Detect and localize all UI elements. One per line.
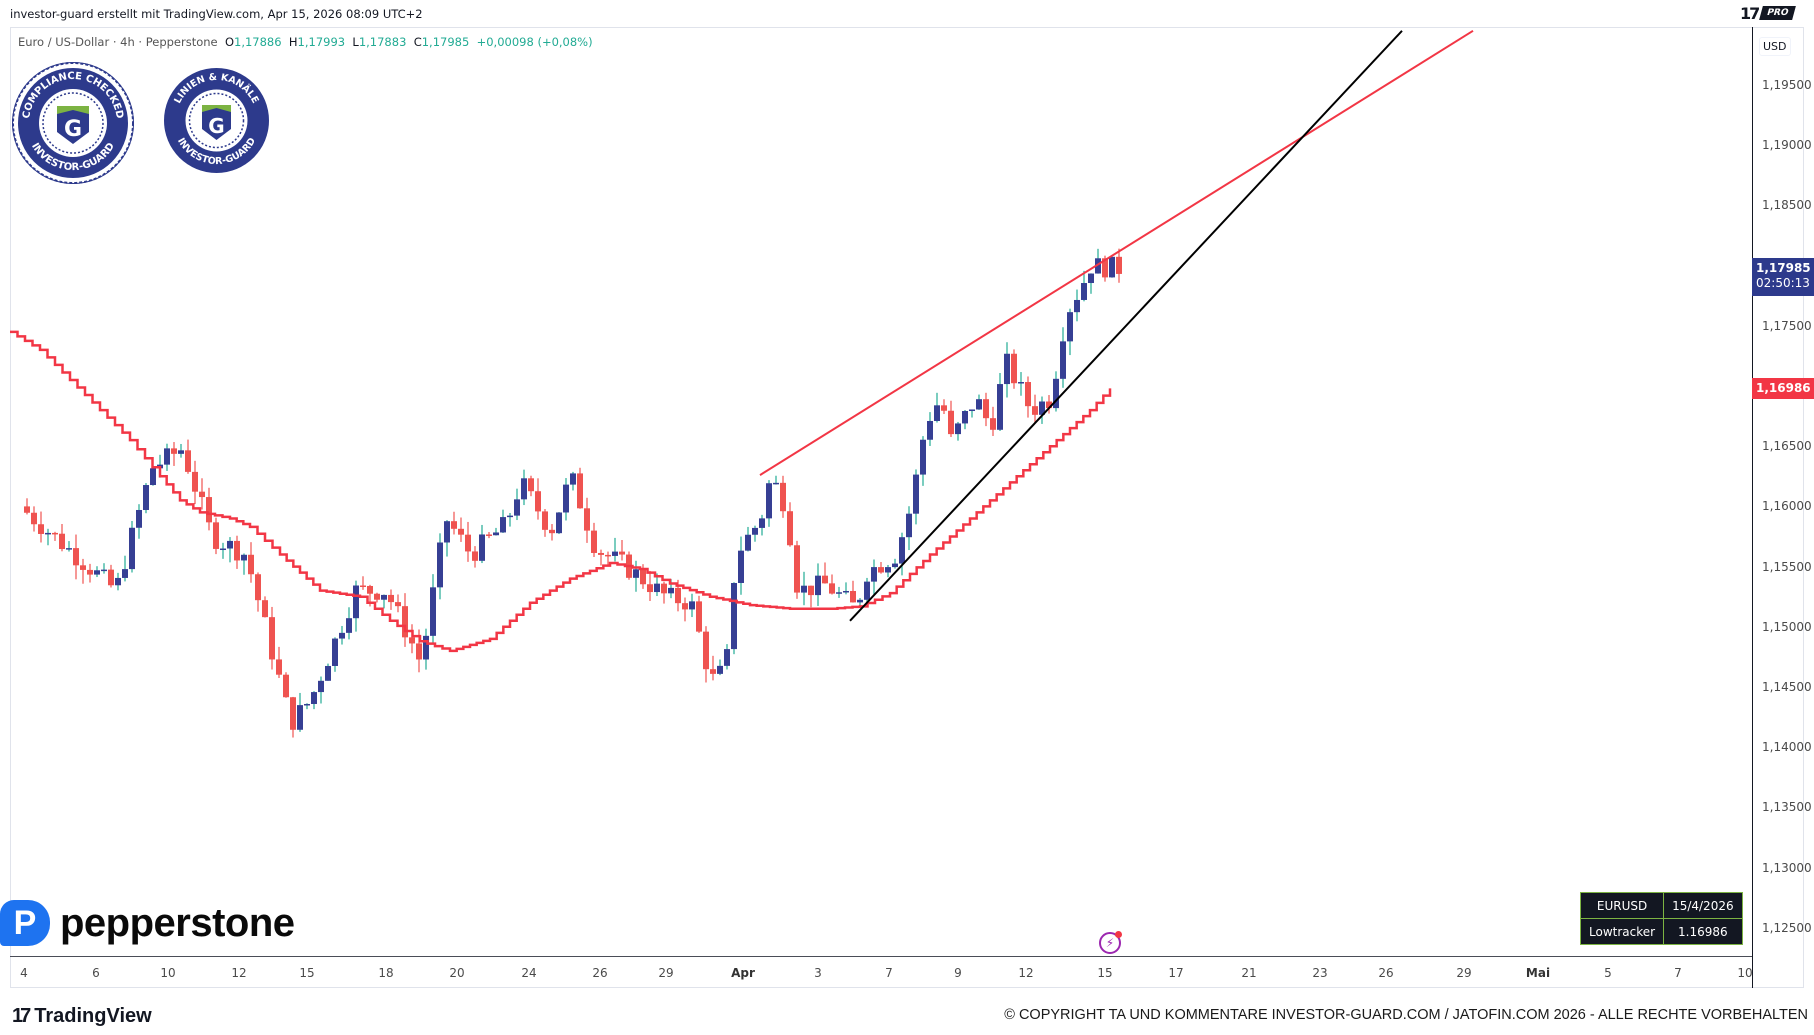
time-label: 3 — [814, 966, 822, 980]
last-price-value: 1,17985 — [1756, 261, 1811, 275]
info-date: 15/4/2026 — [1663, 892, 1743, 919]
time-label: 7 — [1674, 966, 1682, 980]
chart-frame — [10, 27, 1804, 988]
time-label: 15 — [1097, 966, 1113, 980]
high-label: H — [288, 35, 298, 49]
currency-unit-button[interactable]: USD — [1759, 37, 1791, 56]
tradingview-pro-logo: 17 PRO — [1740, 3, 1797, 23]
price-axis[interactable]: USD 1,19500 1,19000 1,18500 1,17500 1,16500 1… — [1752, 27, 1814, 988]
price-tick: 1,15500 — [1762, 559, 1812, 574]
symbol-title: Euro / US-Dollar · 4h · Pepperstone — [18, 35, 218, 49]
time-label: 23 — [1312, 966, 1328, 980]
badge-ring-icon: LINIEN & KANÄLE INVESTOR-GUARD G — [164, 68, 269, 173]
tradingview-logo-icon: 17 — [1740, 3, 1760, 23]
price-tick: 1,12500 — [1762, 920, 1812, 935]
time-label: 17 — [1168, 966, 1184, 980]
tradingview-logo-icon: 17 — [12, 1005, 31, 1027]
time-label: 29 — [658, 966, 674, 980]
chart-credit: investor-guard erstellt mit TradingView.… — [10, 7, 423, 21]
svg-text:G: G — [208, 114, 224, 138]
economic-event-icon[interactable]: ⚡ — [1099, 931, 1122, 954]
info-indicator-value: 1.16986 — [1663, 918, 1743, 945]
pro-badge: PRO — [1759, 6, 1797, 20]
chart-canvas[interactable] — [10, 27, 1752, 956]
compliance-checked-badge: COMPLIANCE CHECKED INVESTOR-GUARD G — [12, 62, 134, 184]
time-label: 12 — [231, 966, 247, 980]
price-tick: 1,17500 — [1762, 318, 1812, 333]
time-label: 9 — [954, 966, 962, 980]
change-value: +0,00098 (+0,08%) — [476, 35, 593, 49]
badge-ring-icon: COMPLIANCE CHECKED INVESTOR-GUARD G — [12, 62, 134, 184]
price-tick: 1,13500 — [1762, 800, 1812, 815]
time-label: 12 — [1018, 966, 1034, 980]
pepperstone-watermark: P pepperstone — [0, 900, 295, 946]
linien-kanaele-badge: LINIEN & KANÄLE INVESTOR-GUARD G — [164, 68, 269, 173]
event-notification-dot — [1115, 931, 1122, 938]
lowtracker-info-table: EURUSD 15/4/2026 Lowtracker 1.16986 — [1579, 892, 1743, 945]
time-label: 29 — [1456, 966, 1472, 980]
price-tick: 1,14000 — [1762, 740, 1812, 755]
time-label: 10 — [1737, 966, 1753, 980]
time-axis[interactable]: 4 6 10 12 15 18 20 24 26 29 Apr 3 7 9 12 15 17 21 23 26 29 Ma… — [10, 956, 1753, 988]
symbol-legend: Euro / US-Dollar · 4h · Pepperstone O1,1… — [18, 35, 593, 49]
price-tick: 1,18500 — [1762, 198, 1812, 213]
price-tick: 1,16000 — [1762, 499, 1812, 514]
time-label: 20 — [449, 966, 465, 980]
top-bar: investor-guard erstellt mit TradingView.… — [0, 0, 1814, 27]
info-indicator-name: Lowtracker — [1579, 918, 1665, 945]
time-label: 18 — [378, 966, 394, 980]
lowtracker-price-tag: 1,16986 — [1752, 378, 1814, 399]
pepperstone-logo-icon: P — [0, 900, 50, 946]
price-tick: 1,13000 — [1762, 860, 1812, 875]
time-label: 15 — [299, 966, 315, 980]
time-label: 6 — [92, 966, 100, 980]
svg-text:G: G — [64, 117, 82, 142]
low-value: 1,17883 — [358, 35, 407, 49]
price-tick: 1,16500 — [1762, 439, 1812, 454]
time-label: 26 — [592, 966, 608, 980]
bar-countdown: 02:50:13 — [1756, 276, 1810, 290]
copyright-notice: © COPYRIGHT TA UND KOMMENTARE INVESTOR-G… — [1004, 1007, 1808, 1023]
info-symbol: EURUSD — [1579, 892, 1665, 919]
time-label: 21 — [1241, 966, 1257, 980]
time-label: 10 — [160, 966, 176, 980]
price-tick: 1,14500 — [1762, 680, 1812, 694]
time-label: Mai — [1525, 966, 1551, 980]
time-label: 5 — [1604, 966, 1612, 980]
close-label: C — [413, 35, 422, 49]
pepperstone-wordmark: pepperstone — [60, 900, 295, 945]
close-value: 1,17985 — [421, 35, 470, 49]
low-label: L — [352, 35, 359, 49]
time-label: 26 — [1378, 966, 1394, 980]
last-price-tag: 1,17985 02:50:13 — [1752, 258, 1814, 296]
candlestick-chart[interactable] — [10, 27, 1752, 956]
time-label: 24 — [521, 966, 537, 980]
price-tick: 1,19000 — [1762, 138, 1812, 153]
tradingview-footer-logo: 17 TradingView — [12, 1005, 152, 1028]
time-label: 4 — [20, 966, 28, 980]
time-label: 7 — [885, 966, 893, 980]
price-tick: 1,19500 — [1762, 78, 1812, 92]
price-tick: 1,15000 — [1762, 619, 1812, 634]
high-value: 1,17993 — [297, 35, 346, 49]
open-value: 1,17886 — [234, 35, 282, 49]
open-label: O — [224, 35, 234, 49]
tradingview-wordmark: TradingView — [34, 1005, 152, 1027]
time-label: Apr — [731, 966, 755, 980]
